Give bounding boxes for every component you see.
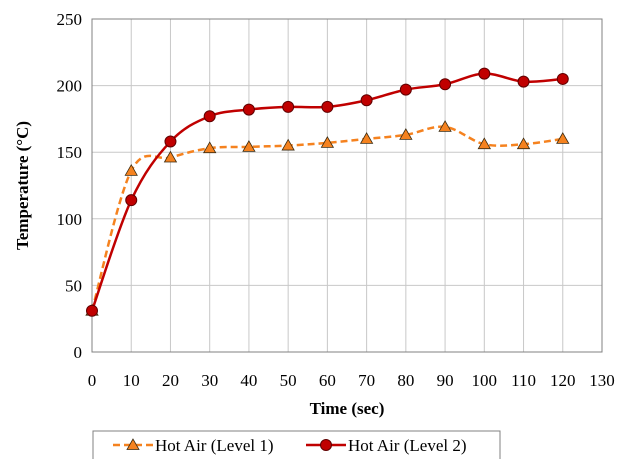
x-tick-label: 40 (240, 371, 257, 390)
circle-marker (478, 67, 491, 80)
series-layer (85, 67, 570, 317)
y-tick-label: 250 (57, 10, 83, 29)
plot-area-frame (91, 18, 603, 353)
legend: Hot Air (Level 1) Hot Air (Level 2) (92, 430, 501, 459)
y-tick-label: 100 (57, 210, 83, 229)
x-tick-label: 0 (88, 371, 97, 390)
x-tick-label: 90 (437, 371, 454, 390)
circle-marker (321, 100, 334, 113)
grid-lines (92, 19, 602, 352)
triangle-marker (242, 140, 256, 152)
tick-labels: 0 10 20 30 40 50 60 70 80 90 100 110 120 130 0 50 100 150… (57, 10, 615, 390)
x-tick-label: 100 (472, 371, 498, 390)
triangle-marker (124, 164, 138, 176)
circle-marker (399, 83, 412, 96)
legend-label: Hot Air (Level 2) (348, 436, 467, 455)
x-tick-label: 130 (589, 371, 615, 390)
legend-items: Hot Air (Level 1) Hot Air (Level 2) (113, 436, 467, 455)
circle-marker (282, 100, 295, 113)
circle-marker (439, 78, 452, 91)
circle-marker (556, 72, 569, 85)
y-axis-title: Temperature (°C) (13, 121, 32, 250)
legend-circle-marker (320, 439, 332, 451)
x-tick-label: 30 (201, 371, 218, 390)
x-tick-label: 80 (397, 371, 414, 390)
y-tick-label: 150 (57, 143, 83, 162)
triangle-marker (438, 120, 452, 132)
legend-entry: Hot Air (Level 2) (306, 436, 467, 455)
x-tick-label: 110 (511, 371, 536, 390)
circle-marker (164, 135, 177, 148)
x-tick-label: 60 (319, 371, 336, 390)
y-tick-label: 50 (65, 276, 82, 295)
y-tick-label: 200 (57, 77, 83, 96)
triangle-marker (556, 132, 570, 144)
legend-label: Hot Air (Level 1) (155, 436, 274, 455)
x-axis-title: Time (sec) (310, 399, 385, 418)
circle-marker (360, 94, 373, 107)
legend-entry: Hot Air (Level 1) (113, 436, 274, 455)
circle-marker (242, 103, 255, 116)
x-tick-label: 70 (358, 371, 375, 390)
triangle-marker (399, 128, 413, 140)
triangle-marker (477, 137, 491, 150)
circle-marker (125, 194, 138, 207)
x-tick-label: 10 (123, 371, 140, 390)
triangle-marker (359, 132, 374, 144)
triangle-marker (163, 150, 178, 163)
series-2 (86, 67, 569, 317)
legend-triangle-marker (126, 438, 140, 450)
circle-marker (517, 75, 530, 88)
circle-marker (203, 110, 216, 123)
triangle-marker (281, 138, 295, 151)
x-tick-label: 50 (280, 371, 297, 390)
circle-marker (86, 304, 98, 317)
triangle-marker (516, 137, 531, 150)
x-tick-label: 120 (550, 371, 576, 390)
triangle-marker (203, 141, 217, 154)
y-tick-label: 0 (74, 343, 83, 362)
legend-box (92, 430, 501, 459)
triangle-marker (320, 136, 335, 148)
x-tick-label: 20 (162, 371, 179, 390)
